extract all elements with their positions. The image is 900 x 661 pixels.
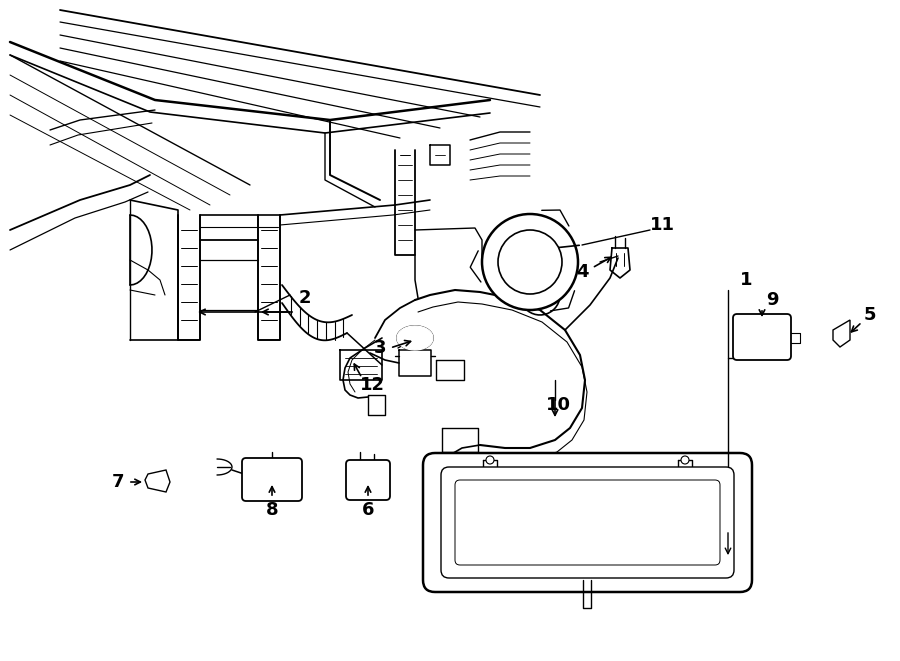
- Text: 6: 6: [362, 501, 374, 519]
- FancyBboxPatch shape: [346, 460, 390, 500]
- Text: 2: 2: [299, 289, 311, 307]
- FancyBboxPatch shape: [423, 453, 752, 592]
- FancyBboxPatch shape: [441, 467, 734, 578]
- Text: 5: 5: [864, 306, 877, 324]
- Circle shape: [498, 230, 562, 294]
- Text: 10: 10: [545, 396, 571, 414]
- FancyBboxPatch shape: [733, 314, 791, 360]
- FancyBboxPatch shape: [455, 480, 720, 565]
- Polygon shape: [145, 470, 170, 492]
- Text: 1: 1: [740, 271, 752, 289]
- Polygon shape: [397, 326, 433, 350]
- Text: 11: 11: [650, 216, 674, 234]
- Text: 7: 7: [112, 473, 124, 491]
- Text: 4: 4: [576, 263, 589, 281]
- Text: 8: 8: [266, 501, 278, 519]
- Text: 9: 9: [766, 291, 778, 309]
- Circle shape: [486, 456, 494, 464]
- FancyBboxPatch shape: [242, 458, 302, 501]
- Text: 12: 12: [359, 376, 384, 394]
- Circle shape: [482, 214, 578, 310]
- Circle shape: [681, 456, 689, 464]
- Text: 3: 3: [374, 339, 386, 357]
- Polygon shape: [833, 320, 850, 347]
